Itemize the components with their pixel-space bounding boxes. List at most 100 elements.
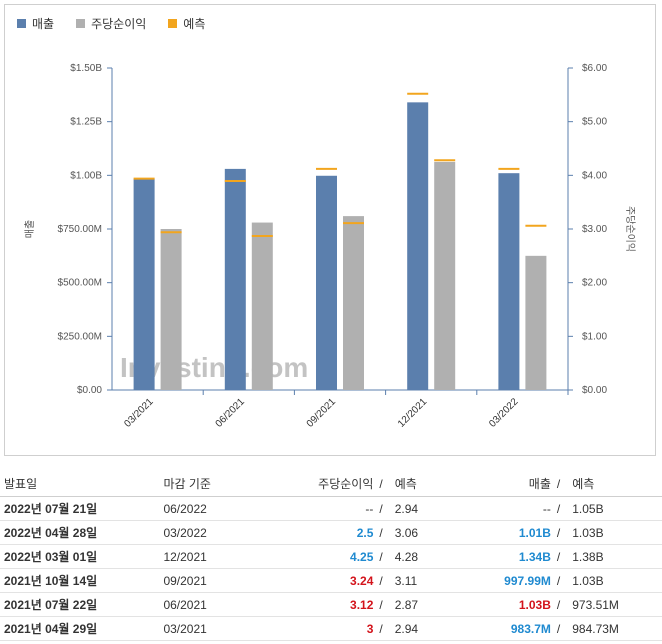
eps-bar — [434, 161, 456, 390]
x-tick-label: 06/2021 — [214, 396, 248, 430]
cell-revenue: 1.01B / — [455, 520, 569, 545]
eps-slash: / — [379, 573, 383, 588]
revenue-value: 1.01B — [518, 525, 551, 540]
header-revenue-forecast[interactable]: 예측 — [568, 470, 662, 497]
left-tick-label: $0.00 — [77, 385, 102, 396]
eps-bar — [160, 229, 182, 390]
eps-value: 3.24 — [350, 573, 374, 588]
x-tick-label: 03/2022 — [487, 396, 521, 430]
eps-slash: / — [379, 501, 383, 516]
table-row: 2022년 04월 28일 03/2022 2.5 / 3.06 1.01B / 1.03B — [0, 520, 662, 545]
legend-swatch — [17, 18, 26, 28]
right-axis-title: 주당순이익 — [624, 206, 636, 252]
right-tick-label: $3.00 — [582, 224, 607, 235]
table-row: 2021년 04월 29일 03/2021 3/2.94 983.7M/984.73M — [0, 616, 662, 641]
cell-date: 2021년 07월 22일 — [0, 592, 160, 617]
revenue-bar — [133, 178, 155, 390]
earnings-table: 발표일 마감 기준 주당순이익 / 예측 매출 / 예측 2022년 07월 21일… — [0, 470, 662, 641]
right-tick-label: $1.00 — [582, 331, 607, 342]
cell-eps-forecast: 2.87 — [390, 592, 456, 617]
cell-eps: 3.24 / — [270, 568, 391, 593]
revenue-bar — [316, 175, 337, 390]
revenue-slash: / — [556, 525, 561, 540]
table-header-row: 발표일 마감 기준 주당순이익 / 예측 매출 / 예측 — [0, 470, 662, 497]
eps-bar — [251, 222, 273, 390]
table-row: 2022년 03월 01일 12/2021 4.25 / 4.28 1.34B / 1.38B — [0, 544, 662, 569]
header-date[interactable]: 발표일 — [0, 470, 160, 497]
eps-value: -- — [365, 501, 374, 516]
legend-item[interactable]: 매출 — [17, 15, 54, 32]
cell-eps-forecast: 3.11 — [390, 568, 456, 593]
eps-value: 3 — [366, 621, 374, 636]
revenue-bar — [224, 168, 246, 390]
header-revenue-slash: / — [556, 476, 561, 491]
header-eps-label: 주당순이익 — [318, 476, 374, 491]
revenue-slash: / — [556, 501, 561, 516]
cell-revenue-forecast: 1.05B — [568, 496, 662, 521]
cell-date: 2022년 07월 21일 — [0, 496, 160, 521]
cell-revenue-forecast: 973.51M — [568, 592, 662, 617]
header-revenue[interactable]: 매출 / — [455, 470, 569, 497]
header-eps[interactable]: 주당순이익 / — [270, 470, 391, 497]
cell-period: 09/2021 — [159, 568, 271, 593]
cell-eps: 3/ — [270, 616, 391, 641]
cell-date: 2022년 03월 01일 — [0, 544, 160, 569]
legend-swatch — [168, 18, 178, 28]
cell-revenue-forecast: 1.03B — [568, 520, 662, 545]
header-period[interactable]: 마감 기준 — [159, 470, 271, 497]
cell-revenue: 997.99M / — [455, 568, 569, 593]
table-body: 2022년 07월 21일 06/2022 -- / 2.94 -- / 1.05B 2022년… — [0, 496, 662, 641]
cell-revenue: 1.34B / — [455, 544, 569, 569]
cell-eps: 2.5 / — [270, 520, 391, 545]
legend-label: 주당순이익 — [91, 16, 147, 31]
revenue-bar — [498, 173, 520, 390]
right-tick-label: $2.00 — [582, 278, 607, 289]
cell-date: 2021년 10월 14일 — [0, 568, 160, 593]
left-axis-title: 매출 — [24, 220, 36, 238]
table-row: 2021년 10월 14일 09/2021 3.24 / 3.11 997.99M / 1.0… — [0, 568, 662, 593]
eps-value: 4.25 — [350, 549, 374, 564]
cell-revenue: 1.03B / — [455, 592, 569, 617]
cell-date: 2022년 04월 28일 — [0, 520, 160, 545]
revenue-value: -- — [542, 501, 551, 516]
legend-item[interactable]: 주당순이익 — [76, 15, 146, 32]
eps-value: 2.5 — [356, 525, 374, 540]
eps-slash: / — [379, 525, 383, 540]
cell-revenue: -- / — [455, 496, 569, 521]
cell-revenue-forecast: 1.38B — [568, 544, 662, 569]
cell-period: 06/2022 — [159, 496, 271, 521]
earnings-chart: $0.00 $250.00M $500.00M $750.00M $1.00B $1.25… — [24, 63, 636, 430]
revenue-value: 1.03B — [518, 597, 551, 612]
revenue-value: 1.34B — [518, 549, 551, 564]
legend-item[interactable]: 예측 — [168, 15, 205, 32]
revenue-value: 983.7M — [510, 621, 551, 636]
x-tick-label: 09/2021 — [305, 396, 339, 430]
left-tick-label: $1.25B — [70, 117, 102, 128]
cell-eps-forecast: 2.94 — [390, 496, 456, 521]
cell-revenue: 983.7M / — [455, 616, 569, 641]
x-tick-label: 03/2021 — [122, 396, 156, 430]
right-tick-label: $5.00 — [582, 117, 607, 128]
eps-slash: / — [379, 549, 383, 564]
left-tick-label: $1.50B — [70, 63, 102, 74]
eps-slash: / — [379, 597, 383, 612]
header-eps-forecast[interactable]: 예측 — [390, 470, 456, 497]
right-tick-label: $0.00 — [582, 385, 607, 396]
chart-legend: 매출 주당순이익 예측 — [17, 14, 227, 32]
left-tick-label: $750.00M — [58, 224, 102, 235]
x-tick-label: 12/2021 — [396, 396, 430, 430]
legend-label: 예측 — [183, 16, 206, 31]
revenue-value: 997.99M — [504, 573, 551, 588]
header-eps-slash: / — [379, 476, 383, 491]
eps-bar — [343, 216, 364, 390]
cell-date: 2021년 04월 29일 — [0, 616, 160, 641]
eps-slash: / — [379, 621, 383, 636]
revenue-slash: / — [556, 621, 561, 636]
right-tick-label: $4.00 — [582, 170, 607, 181]
cell-period: 06/2021 — [159, 592, 271, 617]
cell-period: 03/2022 — [159, 520, 271, 545]
cell-eps-forecast: 4.28 — [390, 544, 456, 569]
left-tick-label: $250.00M — [58, 331, 102, 342]
left-tick-label: $1.00B — [70, 170, 102, 181]
legend-label: 매출 — [32, 16, 55, 31]
